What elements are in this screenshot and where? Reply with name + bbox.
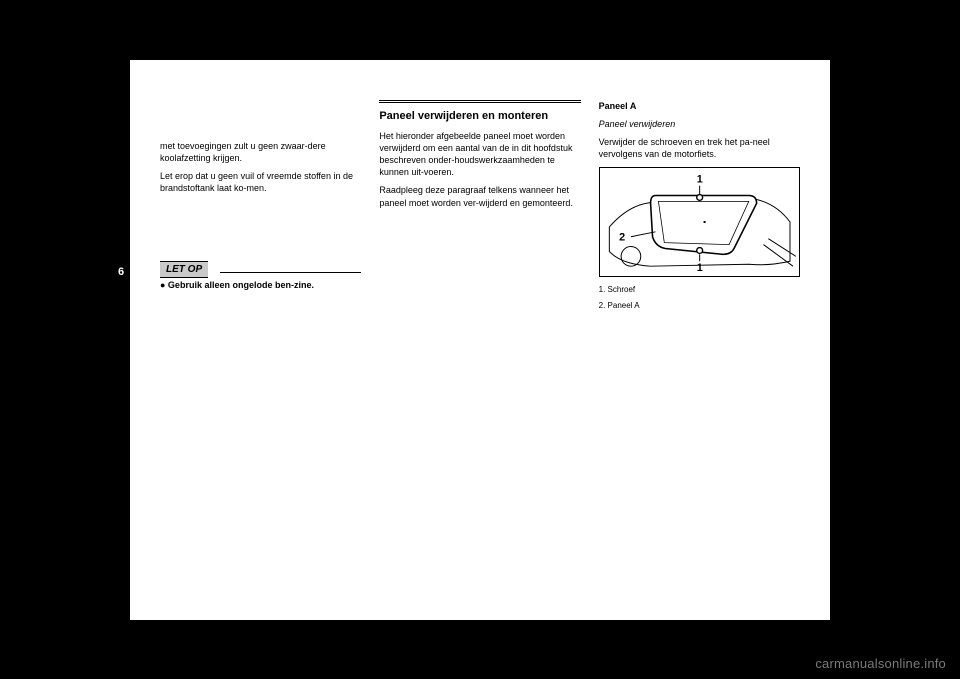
diagram-svg: 1 1 2 <box>600 168 799 276</box>
spacer <box>160 201 361 261</box>
figure-label-1-bottom: 1 <box>696 262 702 274</box>
letop-bullet: ● Gebruik alleen ongelode ben-zine. <box>168 279 361 291</box>
spacer <box>379 80 580 100</box>
para: Het hieronder afgebeelde paneel moet wor… <box>379 130 580 179</box>
panel-name: Paneel A <box>599 100 800 112</box>
column-1: met toevoegingen zult u geen zwaar-dere … <box>160 80 361 600</box>
spacer <box>599 80 800 100</box>
subheading: Paneel verwijderen <box>599 118 800 130</box>
column-3: Paneel A Paneel verwijderen Verwijder de… <box>599 80 800 600</box>
column-2: Paneel verwijderen en monteren Het hiero… <box>379 80 580 600</box>
manual-page: 6 met toevoegingen zult u geen zwaar-der… <box>130 60 830 620</box>
section-heading: Paneel verwijderen en monteren <box>379 100 580 124</box>
section-number: 6 <box>118 266 124 278</box>
letop-rule <box>220 272 361 273</box>
panel-diagram: 1 1 2 <box>599 167 800 277</box>
watermark-text: carmanualsonline.info <box>815 656 946 671</box>
spacer <box>160 80 361 140</box>
columns: met toevoegingen zult u geen zwaar-dere … <box>160 80 800 600</box>
para: Let erop dat u geen vuil of vreemde stof… <box>160 170 361 194</box>
para: met toevoegingen zult u geen zwaar-dere … <box>160 140 361 164</box>
figure-label-1-top: 1 <box>696 173 702 185</box>
letop-callout: LET OP ● Gebruik alleen ongelode ben-zin… <box>160 261 361 292</box>
figure-caption: 2. Paneel A <box>599 301 800 312</box>
letop-label: LET OP <box>160 261 208 279</box>
section-tab: 6 <box>112 260 130 284</box>
figure-caption: 1. Schroef <box>599 285 800 296</box>
para: Raadpleeg deze paragraaf telkens wanneer… <box>379 184 580 208</box>
figure-label-2: 2 <box>619 231 625 243</box>
para: Verwijder de schroeven en trek het pa-ne… <box>599 136 800 160</box>
